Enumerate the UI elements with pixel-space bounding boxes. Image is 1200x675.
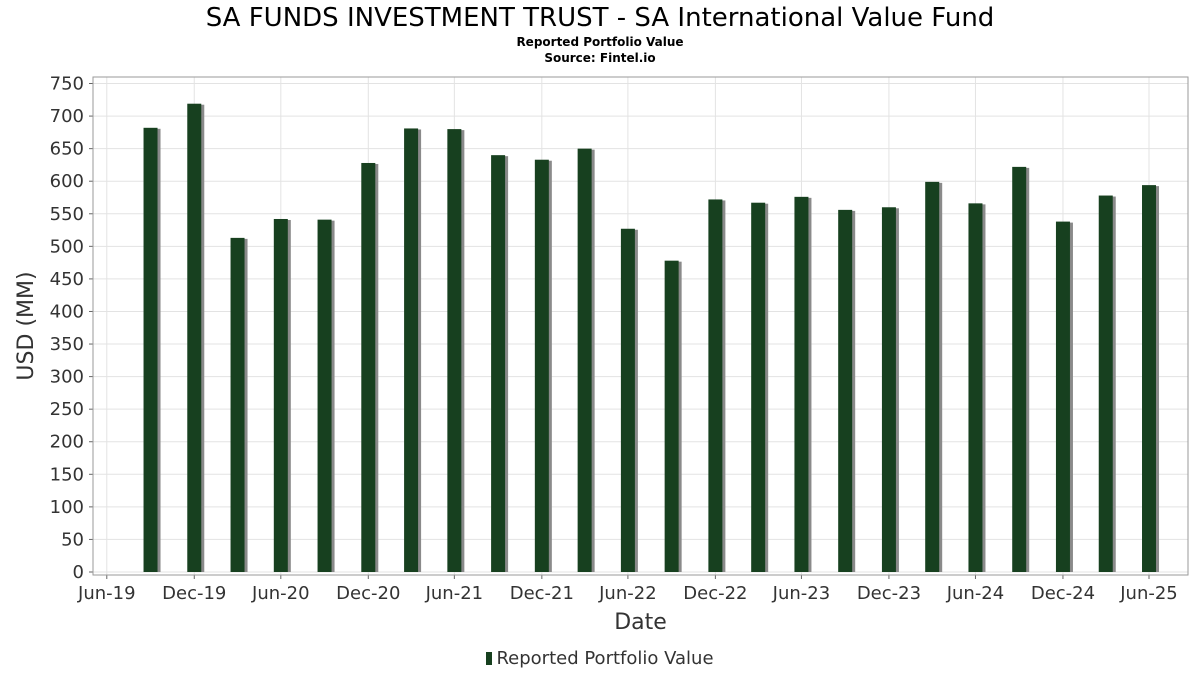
bar	[404, 128, 419, 572]
chart-legend: Reported Portfolio Value	[0, 648, 1200, 670]
y-tick-label: 400	[50, 301, 84, 322]
bar	[491, 155, 506, 572]
y-tick-label: 650	[50, 139, 84, 160]
x-tick-label: Jun-24	[946, 583, 1005, 604]
y-tick-label: 300	[50, 367, 84, 388]
x-tick-label: Dec-21	[510, 583, 574, 604]
y-tick-label: 450	[50, 269, 84, 290]
y-tick-label: 200	[50, 432, 84, 453]
bar	[187, 103, 202, 572]
plot-frame	[92, 76, 1189, 576]
x-tick-label: Jun-25	[1119, 583, 1178, 604]
bar	[881, 207, 896, 572]
bar	[968, 203, 983, 572]
bar	[794, 196, 809, 572]
y-tick-label: 550	[50, 204, 84, 225]
bar	[620, 228, 635, 572]
y-tick-label: 100	[50, 497, 84, 518]
x-tick-label: Jun-22	[598, 583, 657, 604]
x-tick-label: Dec-19	[162, 583, 226, 604]
y-axis-title: USD (MM)	[14, 271, 39, 380]
bar	[1012, 166, 1027, 572]
x-tick-label: Jun-21	[425, 583, 484, 604]
chart-title: SA FUNDS INVESTMENT TRUST - SA Internati…	[205, 3, 995, 33]
y-tick-label: 50	[61, 529, 84, 550]
x-tick-label: Jun-23	[772, 583, 831, 604]
bar	[230, 237, 245, 572]
y-tick-label: 750	[50, 74, 84, 95]
bar	[534, 159, 549, 572]
bar	[317, 219, 332, 572]
bar	[577, 148, 592, 573]
bar	[1055, 221, 1070, 572]
y-tick-label: 150	[50, 464, 84, 485]
y-tick-label: 700	[50, 106, 84, 127]
x-tick-label: Dec-24	[1031, 583, 1095, 604]
bar	[838, 209, 853, 573]
chart-subtitle: Reported Portfolio Value	[516, 35, 684, 49]
x-tick-label: Jun-19	[77, 583, 136, 604]
y-tick-label: 0	[73, 562, 84, 583]
bar	[1098, 195, 1113, 572]
bar	[273, 218, 288, 572]
x-tick-label: Dec-22	[683, 583, 747, 604]
bar	[925, 181, 940, 572]
legend-label: Reported Portfolio Value	[496, 648, 714, 669]
y-tick-label: 600	[50, 171, 84, 192]
bar	[1142, 185, 1157, 573]
bar	[708, 199, 723, 572]
x-tick-label: Dec-23	[857, 583, 921, 604]
x-axis-title: Date	[614, 610, 667, 635]
bar	[664, 260, 679, 572]
bar	[361, 162, 376, 572]
y-tick-label: 500	[50, 236, 84, 257]
x-tick-label: Jun-20	[251, 583, 310, 604]
y-tick-label: 350	[50, 334, 84, 355]
bar	[143, 127, 158, 572]
bar	[751, 202, 766, 572]
bar	[447, 129, 462, 572]
x-tick-label: Dec-20	[336, 583, 400, 604]
chart-source: Source: Fintel.io	[544, 51, 656, 65]
legend-swatch	[486, 652, 493, 665]
y-tick-label: 250	[50, 399, 84, 420]
